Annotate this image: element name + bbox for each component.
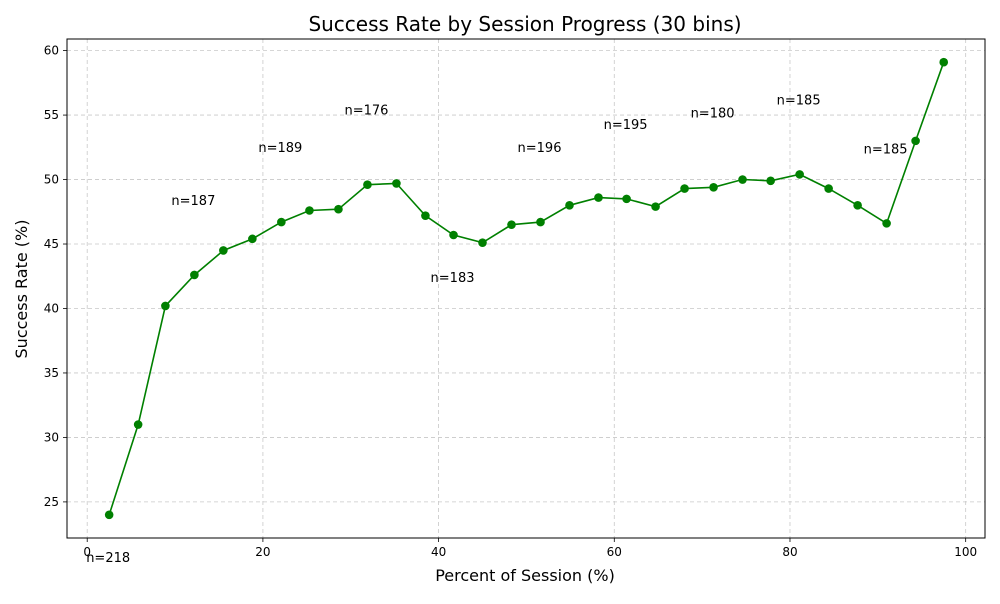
data-point [622, 194, 631, 204]
data-point [190, 270, 199, 280]
data-point [277, 217, 286, 227]
series-layer [104, 57, 949, 520]
sample-size-annotation: n=187 [171, 194, 215, 209]
x-tick-label: 40 [431, 545, 446, 559]
series-line [108, 61, 945, 516]
data-point [766, 176, 775, 186]
data-point [104, 510, 114, 520]
y-tick-label: 30 [44, 430, 59, 444]
data-point [853, 201, 862, 210]
y-tick-label: 55 [44, 108, 59, 122]
data-point [334, 204, 343, 214]
x-tick-label: 100 [954, 545, 977, 559]
data-point [594, 193, 603, 202]
data-point [738, 175, 747, 184]
sample-size-annotation: n=196 [518, 141, 562, 156]
data-point [363, 180, 372, 190]
x-tick-label: 60 [607, 545, 622, 559]
data-point [565, 201, 574, 210]
data-point [939, 57, 949, 67]
y-tick-label: 35 [44, 366, 59, 380]
data-point [421, 211, 430, 220]
sample-size-annotation: n=185 [864, 142, 908, 157]
data-point [478, 238, 487, 248]
y-tick-label: 60 [44, 44, 59, 58]
sample-size-annotation: n=218 [86, 551, 130, 566]
data-point [305, 206, 314, 215]
data-point [911, 136, 920, 146]
data-point [133, 420, 143, 429]
sample-size-annotation: n=189 [258, 141, 302, 156]
y-tick-label: 25 [44, 495, 59, 509]
annotation-layer: n=218 n=187 n=189 n=176 n=183 n=196 n=195 n=180… [86, 93, 907, 565]
tick-layer: 0 20 40 60 80 100 25 30 35 40 45 50 55 60 [44, 44, 977, 559]
data-point [882, 219, 891, 228]
sample-size-annotation: n=180 [691, 106, 735, 121]
chart-title: Success Rate by Session Progress (30 bin… [308, 12, 741, 36]
data-point [507, 220, 516, 229]
x-tick-label: 20 [255, 545, 270, 559]
data-point [680, 184, 689, 193]
sample-size-annotation: n=183 [431, 271, 475, 286]
x-tick-label: 80 [782, 545, 797, 559]
data-point [219, 246, 228, 255]
y-tick-label: 40 [44, 301, 59, 315]
sample-size-annotation: n=176 [344, 104, 388, 119]
y-axis-label: Success Rate (%) [12, 220, 31, 359]
x-axis-label: Percent of Session (%) [435, 566, 615, 585]
data-point [536, 217, 545, 227]
data-point [449, 230, 458, 240]
data-point [161, 301, 170, 311]
y-tick-label: 50 [44, 173, 59, 187]
plot-frame [66, 38, 986, 539]
sample-size-annotation: n=195 [604, 118, 648, 133]
sample-size-annotation: n=185 [777, 93, 821, 108]
grid-layer [67, 39, 985, 538]
data-point [651, 202, 660, 211]
data-point [709, 182, 718, 192]
x-tick-label: 0 [83, 545, 91, 559]
data-point [392, 179, 401, 188]
data-point [795, 170, 804, 179]
y-tick-label: 45 [44, 237, 59, 251]
data-point [248, 234, 257, 244]
data-point [824, 184, 833, 193]
